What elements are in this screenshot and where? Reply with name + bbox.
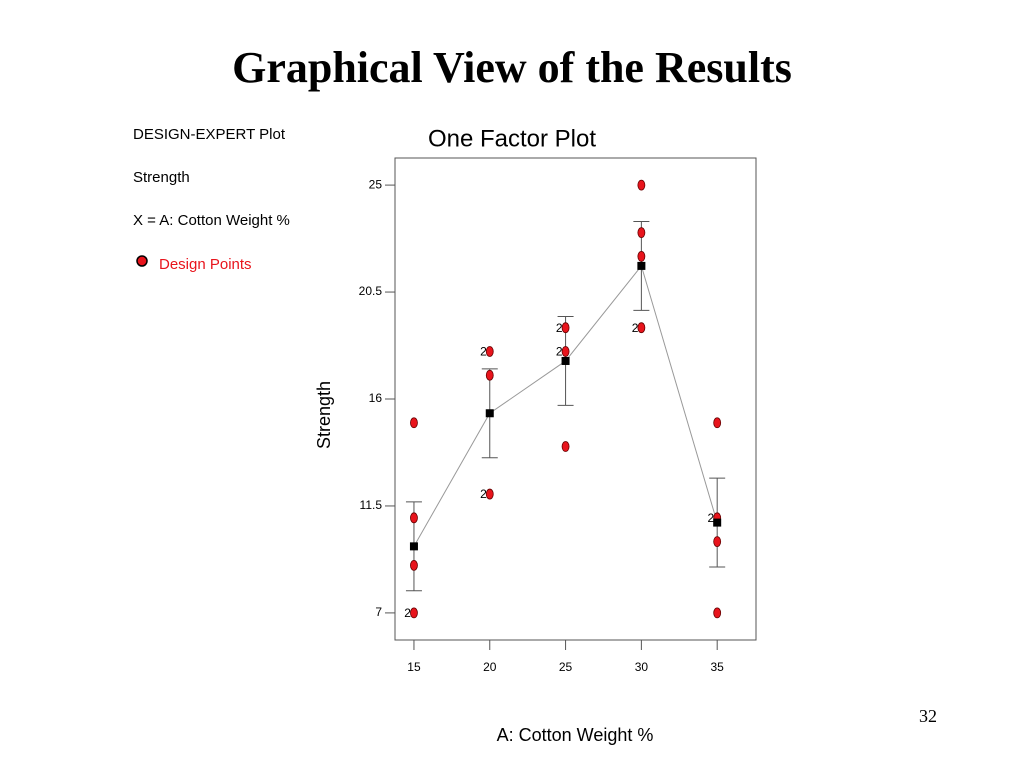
legend-marker xyxy=(136,255,148,267)
y-tick-label: 16 xyxy=(369,391,383,405)
x-tick-label: 35 xyxy=(711,660,725,674)
y-tick-label: 7 xyxy=(375,605,382,619)
y-tick-label: 25 xyxy=(369,177,383,191)
count-label: 2 xyxy=(404,606,411,620)
count-label: 2 xyxy=(556,345,563,359)
design-point xyxy=(561,441,570,452)
design-point xyxy=(410,559,418,571)
legend-label: Design Points xyxy=(159,256,252,273)
chart-title: One Factor Plot xyxy=(428,125,596,152)
design-point xyxy=(637,250,646,262)
y-tick-label: 20.5 xyxy=(359,284,383,298)
design-point xyxy=(637,179,646,191)
mean-point xyxy=(485,409,494,418)
info-line: X = A: Cotton Weight % xyxy=(133,212,290,229)
mean-point xyxy=(637,261,646,270)
slide-number: 32 xyxy=(919,706,937,726)
design-point xyxy=(713,417,722,429)
mean-point xyxy=(409,542,418,551)
design-point xyxy=(485,369,494,381)
design-point xyxy=(713,536,722,548)
design-point xyxy=(561,346,570,357)
design-point xyxy=(637,322,646,334)
design-point xyxy=(637,227,646,239)
count-label: 2 xyxy=(707,511,714,525)
count-label: 2 xyxy=(480,345,487,359)
info-line: Strength xyxy=(133,169,190,186)
x-tick-label: 25 xyxy=(559,660,573,674)
y-tick-label: 11.5 xyxy=(360,498,383,512)
mean-line xyxy=(413,264,718,547)
slide-title: Graphical View of the Results xyxy=(232,43,792,92)
plot-frame xyxy=(394,157,757,641)
mean-point xyxy=(561,356,570,365)
design-point xyxy=(485,346,494,357)
info-line: DESIGN-EXPERT Plot xyxy=(133,126,286,143)
design-point xyxy=(410,607,418,619)
design-point xyxy=(410,512,418,524)
count-label: 2 xyxy=(480,487,487,501)
mean-point xyxy=(713,518,722,527)
design-point xyxy=(713,607,722,619)
x-axis-label: A: Cotton Weight % xyxy=(497,725,654,745)
count-label: 2 xyxy=(556,321,563,335)
x-tick-label: 30 xyxy=(635,660,649,674)
design-point xyxy=(410,417,418,429)
y-axis-label: Strength xyxy=(314,381,334,449)
x-tick-label: 20 xyxy=(483,660,497,674)
x-tick-label: 15 xyxy=(407,660,421,674)
count-label: 2 xyxy=(632,321,639,335)
design-point xyxy=(561,322,570,334)
design-point xyxy=(485,488,494,500)
